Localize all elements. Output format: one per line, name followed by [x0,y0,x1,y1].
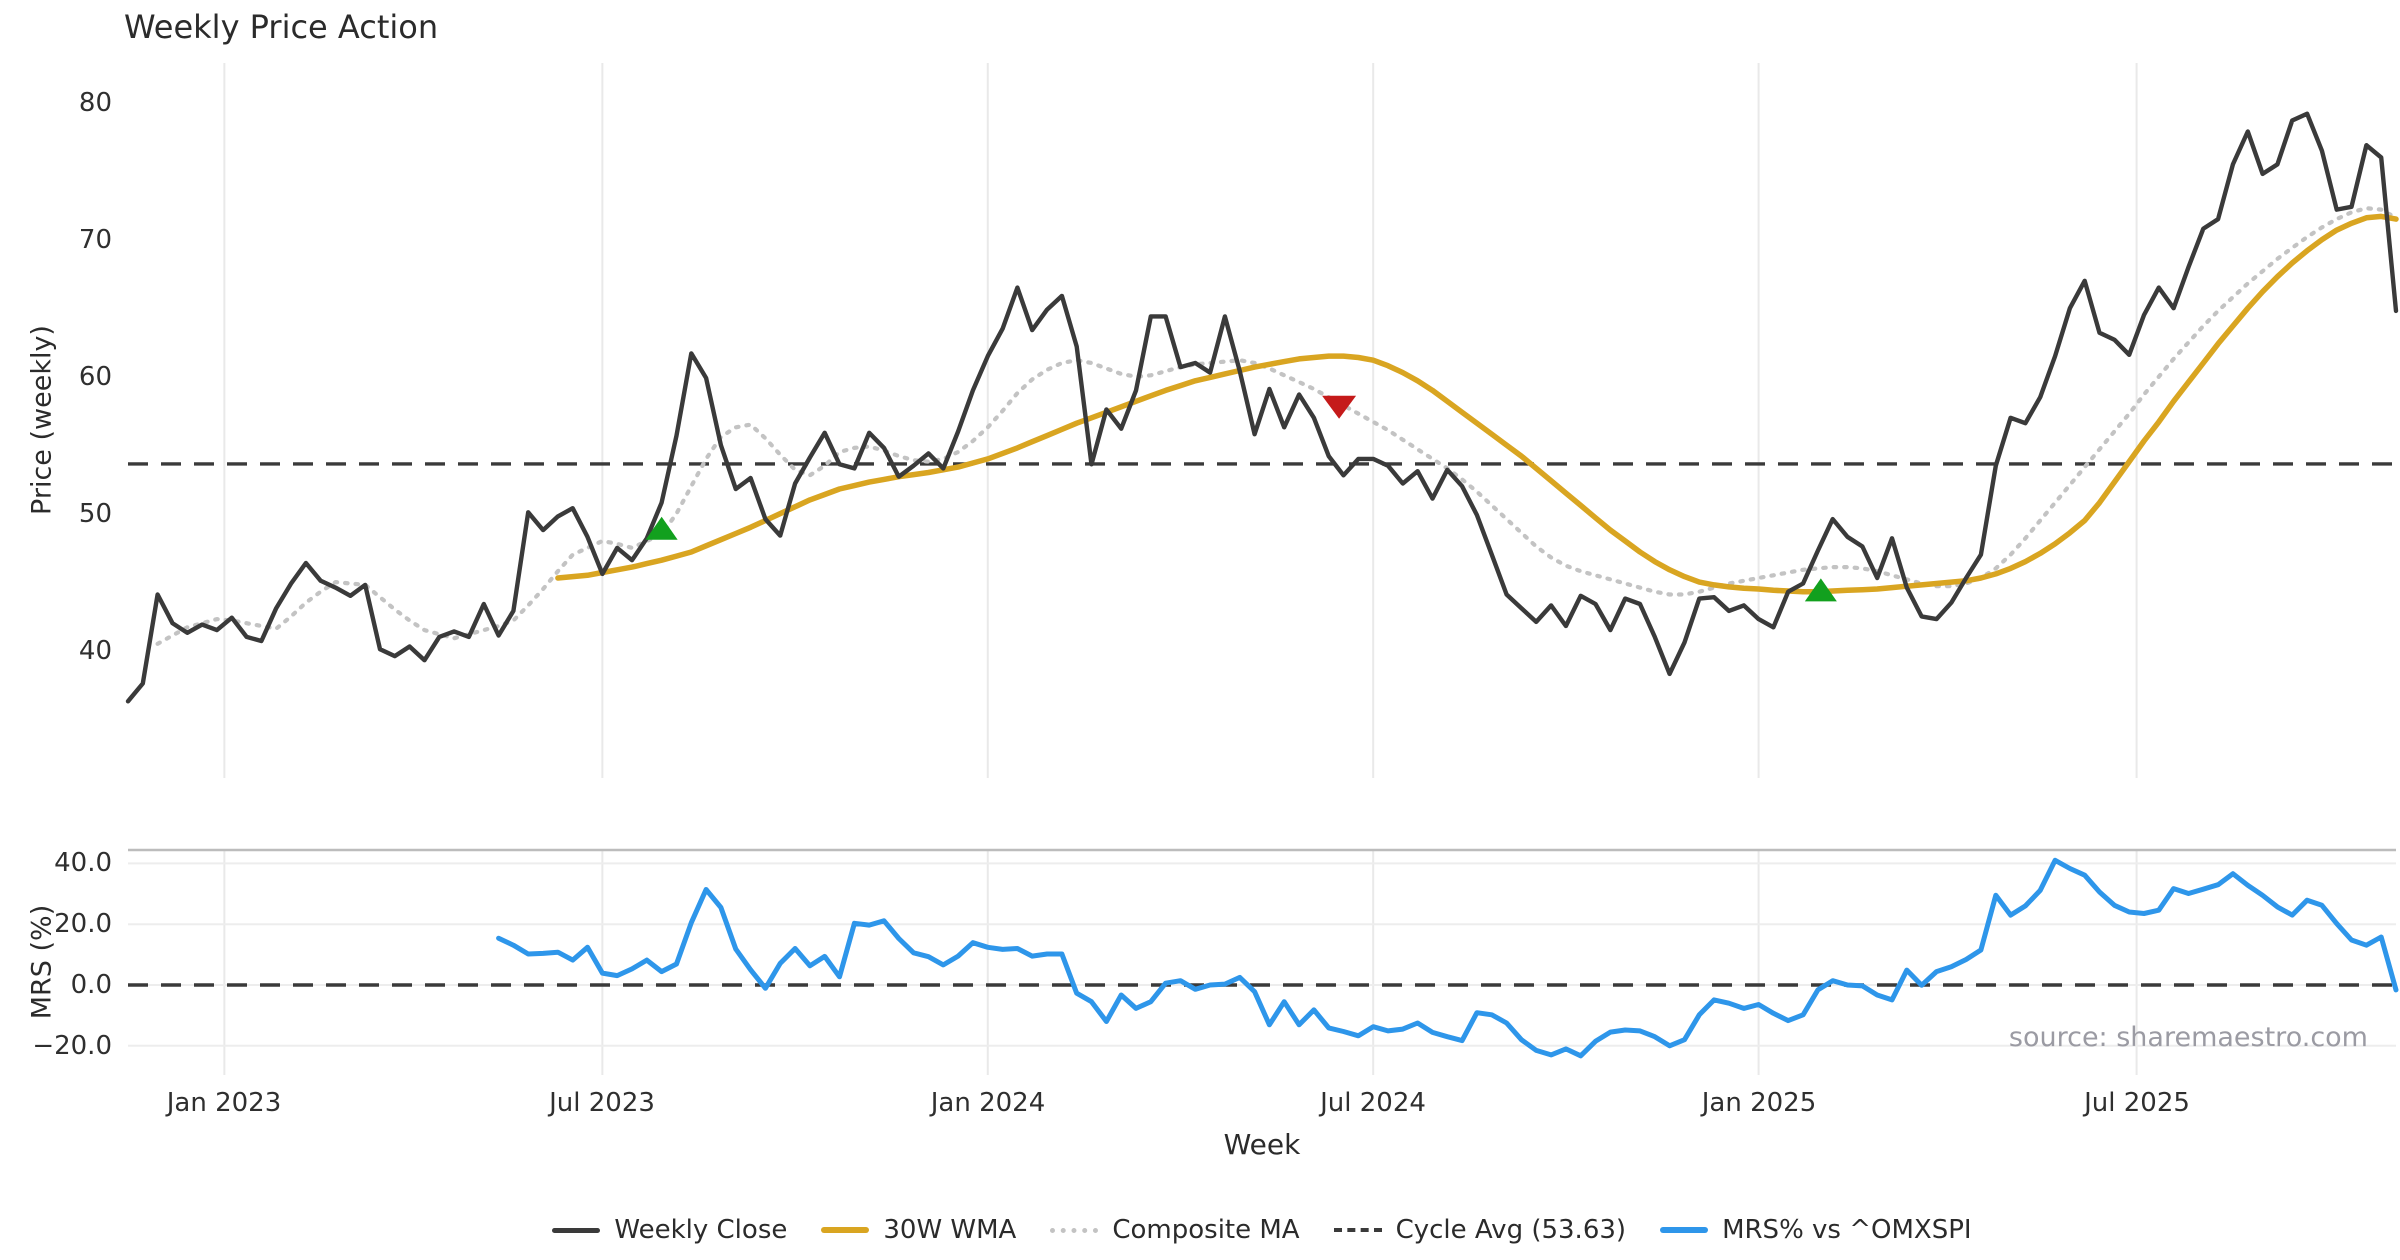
buy-signal-marker [645,516,678,540]
legend-label: MRS% vs ^OMXSPI [1722,1215,1972,1245]
x-tick-label: Jan 2023 [166,1088,282,1118]
price-ytick-label: 40 [78,636,112,666]
legend-label: Weekly Close [614,1215,788,1245]
price-ytick-label: 70 [78,225,112,255]
price-axis-label: Price (weekly) [26,325,58,515]
mrs-ytick-label: −20.0 [32,1031,112,1061]
mrs-ytick-label: 20.0 [54,909,112,939]
buy-signal-marker [1804,578,1837,602]
sell-signal-marker [1322,395,1357,419]
chart-title: Weekly Price Action [124,8,439,46]
mrs-ytick-label: 0.0 [70,970,112,1000]
legend-item: 30W WMA [821,1215,1016,1245]
legend-swatch-30w-wma [821,1227,870,1233]
legend-label: Composite MA [1112,1215,1300,1245]
legend-item: Weekly Close [552,1215,787,1245]
legend-item: MRS% vs ^OMXSPI [1660,1215,1972,1245]
legend-label: 30W WMA [883,1215,1017,1245]
chart-legend: Weekly Close 30W WMA Composite MA Cycle Avg… [128,1204,2396,1256]
wma-line [555,213,2399,595]
legend-item: Composite MA [1050,1215,1300,1245]
price-ytick-label: 50 [78,499,112,529]
mrs-line [496,857,2399,1059]
x-tick-label: Jan 2025 [1701,1088,1817,1118]
price-ytick-label: 80 [78,88,112,118]
x-axis-label: Week [1223,1128,1301,1161]
x-tick-label: Jul 2025 [2084,1088,2190,1118]
mrs-ytick-label: 40.0 [54,848,112,878]
x-tick-label: Jul 2024 [1320,1088,1426,1118]
composite-ma-line [155,206,2399,646]
x-tick-label: Jan 2024 [930,1088,1046,1118]
legend-swatch-weekly-close [552,1227,601,1233]
weekly-close-line [125,111,2399,704]
source-note: source: sharemaestro.com [2008,1022,2368,1053]
legend-swatch-cycle-avg-53-63- [1333,1228,1382,1232]
price-ytick-label: 60 [78,362,112,392]
legend-item: Cycle Avg (53.63) [1333,1215,1627,1245]
legend-label: Cycle Avg (53.63) [1395,1215,1627,1245]
legend-swatch-mrs-vs-omxspi [1660,1227,1709,1233]
x-tick-label: Jul 2023 [549,1088,655,1118]
legend-swatch-composite-ma [1050,1227,1099,1233]
